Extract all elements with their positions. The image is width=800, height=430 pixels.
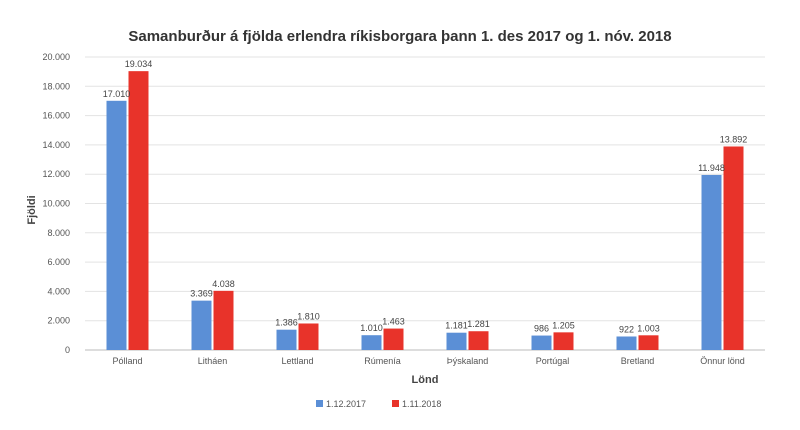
legend: 1.12.2017 1.11.2018 xyxy=(316,399,441,409)
y-tick-label: 12.000 xyxy=(42,169,70,179)
y-tick-label: 16.000 xyxy=(42,111,70,121)
data-label: 1.810 xyxy=(297,311,320,321)
x-tick-label: Önnur lönd xyxy=(700,356,745,366)
bar xyxy=(276,329,297,350)
y-tick-label: 4.000 xyxy=(47,286,70,296)
bar xyxy=(468,331,489,350)
y-tick-label: 18.000 xyxy=(42,81,70,91)
data-label: 1.003 xyxy=(637,323,660,333)
data-label: 1.281 xyxy=(467,319,490,329)
bar xyxy=(191,300,212,350)
data-label: 13.892 xyxy=(720,134,748,144)
x-tick-label: Litháen xyxy=(198,356,228,366)
data-label: 986 xyxy=(534,324,549,334)
legend-swatch xyxy=(392,400,399,407)
data-label: 17.010 xyxy=(103,89,131,99)
y-tick-label: 20.000 xyxy=(42,52,70,62)
data-label: 1.181 xyxy=(445,321,468,331)
data-label: 1.463 xyxy=(382,317,405,327)
y-axis-ticks: 0 2.000 4.000 6.000 8.000 10.000 12.000 14.000 1… xyxy=(42,52,70,355)
y-tick-label: 14.000 xyxy=(42,140,70,150)
data-label: 922 xyxy=(619,324,634,334)
bar xyxy=(616,336,637,350)
bar xyxy=(701,174,722,350)
bar xyxy=(383,328,404,350)
data-label: 19.034 xyxy=(125,59,153,69)
x-tick-label: Rúmenía xyxy=(364,356,401,366)
data-label: 4.038 xyxy=(212,279,235,289)
legend-swatch xyxy=(316,400,323,407)
data-label: 1.205 xyxy=(552,320,575,330)
y-tick-label: 8.000 xyxy=(47,228,70,238)
gridlines xyxy=(85,56,765,351)
y-tick-label: 10.000 xyxy=(42,199,70,209)
x-tick-label: Pólland xyxy=(112,356,142,366)
data-label: 1.386 xyxy=(275,318,298,328)
x-tick-label: Lettland xyxy=(281,356,313,366)
bar xyxy=(128,71,149,350)
bar xyxy=(638,335,659,350)
bar xyxy=(446,332,467,350)
chart-title: Samanburður á fjölda erlendra ríkisborga… xyxy=(128,28,671,45)
x-tick-label: Þýskaland xyxy=(447,356,489,366)
data-label: 3.369 xyxy=(190,289,213,299)
bar xyxy=(213,290,234,350)
bar xyxy=(298,323,319,350)
y-tick-label: 2.000 xyxy=(47,316,70,326)
y-tick-label: 0 xyxy=(65,345,70,355)
x-tick-label: Bretland xyxy=(621,356,655,366)
bar xyxy=(106,100,127,350)
y-axis-title: Fjöldi xyxy=(26,195,38,224)
bar xyxy=(531,335,552,350)
legend-label: 1.12.2017 xyxy=(326,399,366,409)
data-label: 11.948 xyxy=(698,163,725,173)
data-label: 1.010 xyxy=(360,323,383,333)
y-tick-label: 6.000 xyxy=(47,257,70,267)
x-axis-ticks: Pólland Litháen Lettland Rúmenía Þýskaland Po… xyxy=(112,356,744,366)
bar xyxy=(723,146,744,350)
x-tick-label: Portúgal xyxy=(536,356,570,366)
bar xyxy=(553,332,574,350)
bars xyxy=(106,71,744,350)
x-axis-title: Lönd xyxy=(412,374,439,386)
legend-label: 1.11.2018 xyxy=(402,399,441,409)
bar xyxy=(361,335,382,350)
